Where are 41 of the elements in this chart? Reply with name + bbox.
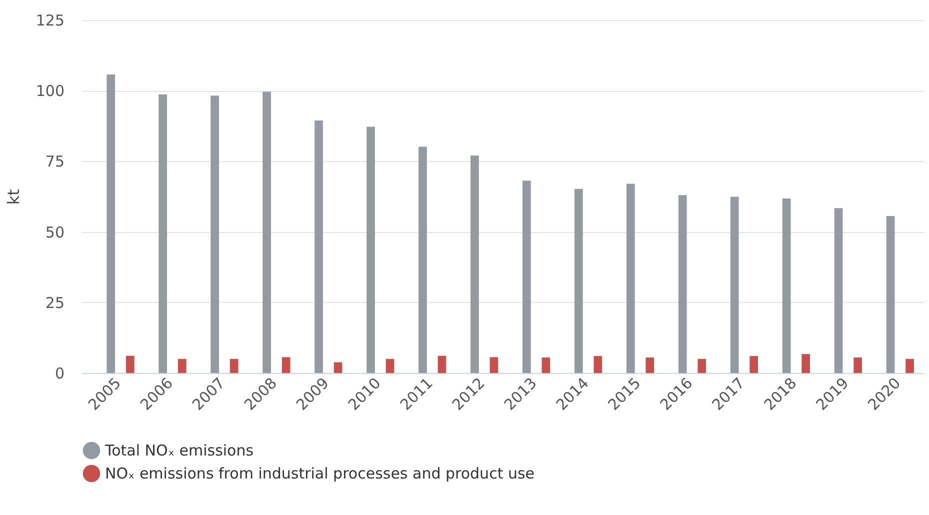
bar	[626, 184, 635, 373]
bar	[262, 92, 271, 373]
bar	[698, 358, 706, 373]
bar	[678, 195, 687, 373]
bar	[210, 96, 220, 373]
y-tick-label: 0	[54, 364, 64, 382]
y-tick-label: 50	[45, 223, 64, 242]
bar	[522, 180, 531, 373]
bar	[230, 358, 238, 373]
bar	[750, 356, 758, 373]
bar	[158, 94, 168, 373]
bar	[886, 216, 895, 373]
bar	[802, 354, 810, 373]
bar	[574, 188, 583, 373]
bar	[178, 358, 186, 373]
bar	[490, 357, 498, 373]
bar	[106, 74, 116, 373]
y-tick-label: 75	[45, 152, 64, 171]
bar	[314, 120, 323, 373]
bar	[126, 356, 134, 373]
bar	[386, 358, 394, 373]
bar	[730, 196, 739, 373]
bar	[438, 356, 446, 373]
y-axis-title: kt	[4, 189, 23, 205]
bar	[470, 156, 479, 373]
y-tick-label: 25	[45, 294, 64, 312]
bar	[594, 356, 602, 373]
bar	[542, 357, 550, 373]
bar	[834, 208, 843, 373]
bar	[334, 362, 342, 373]
y-tick-label: 100	[36, 82, 64, 100]
bar	[366, 126, 375, 373]
y-tick-label: 125	[36, 12, 64, 30]
legend-label: Total NOₓ emissions	[104, 442, 254, 460]
legend-label: NOₓ emissions from industrial processes and product use	[105, 464, 535, 482]
bar	[646, 357, 654, 373]
bar	[854, 357, 862, 373]
bar	[282, 357, 290, 373]
bar	[906, 358, 914, 373]
bar	[418, 146, 427, 373]
bar	[782, 198, 791, 373]
